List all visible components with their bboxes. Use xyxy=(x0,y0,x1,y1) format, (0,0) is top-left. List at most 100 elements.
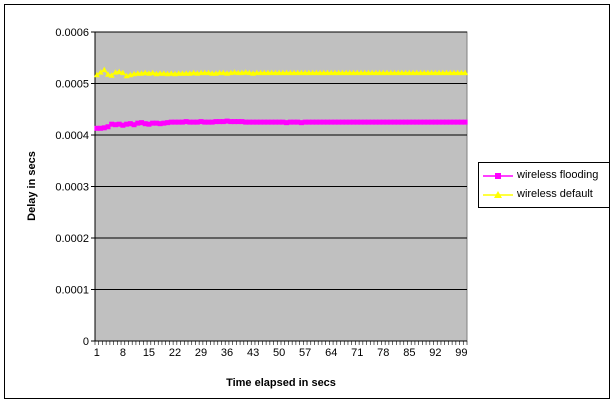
y-tick-label: 0.0001 xyxy=(55,285,89,297)
data-point-wireless-flooding xyxy=(157,121,163,127)
data-point-wireless-flooding xyxy=(343,119,349,125)
data-point-wireless-flooding xyxy=(202,119,208,125)
data-point-wireless-flooding xyxy=(399,119,405,125)
data-point-wireless-flooding xyxy=(168,119,174,125)
data-point-wireless-default xyxy=(160,70,167,76)
data-point-wireless-default xyxy=(220,69,227,76)
data-point-wireless-flooding xyxy=(269,119,275,125)
data-point-wireless-default xyxy=(105,71,112,77)
triangle-marker-icon xyxy=(483,191,513,198)
data-point-wireless-default xyxy=(242,69,249,75)
data-point-wireless-flooding xyxy=(284,120,290,126)
x-tick-label: 36 xyxy=(221,347,233,359)
data-point-wireless-flooding xyxy=(384,119,390,125)
legend-item-wireless-flooding: wireless flooding xyxy=(483,167,609,185)
tick-labels: 0 0.0001 0.0002 0.0003 0.0004 0.0005 0.0006 1 8 1… xyxy=(55,27,467,359)
data-point-wireless-flooding xyxy=(406,119,412,125)
data-point-wireless-flooding xyxy=(205,119,211,125)
data-point-wireless-flooding xyxy=(213,119,219,125)
data-point-wireless-default xyxy=(205,69,212,76)
gridlines xyxy=(95,31,467,290)
data-point-wireless-flooding xyxy=(124,121,130,127)
data-point-wireless-flooding xyxy=(127,121,133,127)
data-point-wireless-flooding xyxy=(246,119,252,125)
data-point-wireless-flooding xyxy=(388,119,394,125)
data-point-wireless-flooding xyxy=(116,121,122,127)
data-point-wireless-flooding xyxy=(112,122,118,128)
x-tick-label: 92 xyxy=(429,347,441,359)
data-point-wireless-flooding xyxy=(139,120,144,126)
data-point-wireless-default xyxy=(101,66,108,73)
data-point-wireless-flooding xyxy=(276,119,282,125)
data-point-wireless-default xyxy=(246,69,253,76)
data-point-wireless-default xyxy=(108,72,115,78)
data-point-wireless-flooding xyxy=(444,119,450,125)
x-tick-label: 43 xyxy=(247,347,259,359)
data-point-wireless-flooding xyxy=(325,119,330,125)
x-tick-label: 8 xyxy=(120,347,126,359)
data-point-wireless-flooding xyxy=(142,121,148,127)
data-point-wireless-default xyxy=(168,70,175,76)
x-tick-label: 22 xyxy=(169,347,181,359)
data-point-wireless-flooding xyxy=(161,120,167,126)
data-point-wireless-flooding xyxy=(187,119,193,125)
data-point-wireless-flooding xyxy=(146,121,152,127)
data-point-wireless-flooding xyxy=(98,125,104,131)
legend-item-wireless-default: wireless default xyxy=(483,186,609,204)
data-point-wireless-flooding xyxy=(176,119,182,125)
data-point-wireless-flooding xyxy=(258,119,264,125)
data-point-wireless-flooding xyxy=(377,119,383,125)
data-point-wireless-flooding xyxy=(165,120,171,126)
data-point-wireless-default xyxy=(116,68,123,75)
x-tick-label: 57 xyxy=(299,347,311,359)
data-point-wireless-flooding xyxy=(369,119,375,125)
data-point-wireless-default xyxy=(93,71,100,78)
data-point-wireless-flooding xyxy=(287,119,293,125)
data-point-wireless-flooding xyxy=(317,119,323,125)
data-point-wireless-default xyxy=(142,69,149,76)
data-point-wireless-flooding xyxy=(217,119,223,125)
data-point-wireless-flooding xyxy=(455,119,461,125)
data-point-wireless-flooding xyxy=(150,120,156,126)
data-point-wireless-flooding xyxy=(250,119,256,125)
data-point-wireless-flooding xyxy=(94,125,100,131)
data-point-wireless-flooding xyxy=(414,119,420,125)
data-point-wireless-flooding xyxy=(380,119,386,125)
data-point-wireless-flooding xyxy=(306,119,312,125)
data-point-wireless-flooding xyxy=(395,119,401,125)
data-point-wireless-flooding xyxy=(280,119,286,125)
data-point-wireless-flooding xyxy=(272,119,278,125)
data-point-wireless-flooding xyxy=(436,119,442,125)
data-point-wireless-flooding xyxy=(224,118,230,124)
x-tick-label: 99 xyxy=(455,347,467,359)
data-point-wireless-flooding xyxy=(451,119,457,125)
data-point-wireless-flooding xyxy=(358,119,364,125)
y-tick-label: 0.0006 xyxy=(55,27,89,39)
y-tick-label: 0.0005 xyxy=(55,79,89,91)
x-tick-label: 85 xyxy=(403,347,415,359)
data-point-wireless-flooding xyxy=(235,119,241,125)
data-point-wireless-flooding xyxy=(172,119,178,125)
data-point-wireless-flooding xyxy=(447,119,453,125)
x-tick-label: 78 xyxy=(377,347,389,359)
data-point-wireless-flooding xyxy=(179,119,185,125)
y-tick-label: 0.0003 xyxy=(55,182,89,194)
data-point-wireless-flooding xyxy=(194,119,200,125)
data-point-wireless-flooding xyxy=(365,119,371,125)
data-point-wireless-default xyxy=(231,69,238,75)
data-point-wireless-flooding xyxy=(228,119,234,125)
data-point-wireless-flooding xyxy=(232,119,237,125)
data-point-wireless-flooding xyxy=(410,119,416,125)
data-point-wireless-flooding xyxy=(421,119,427,125)
x-tick-label: 29 xyxy=(195,347,207,359)
data-point-wireless-flooding xyxy=(328,119,334,125)
data-point-wireless-flooding xyxy=(261,119,267,125)
data-point-wireless-flooding xyxy=(120,122,126,128)
legend: wireless flooding wireless default xyxy=(478,162,610,208)
data-point-wireless-flooding xyxy=(403,119,409,125)
data-point-wireless-flooding xyxy=(418,119,423,125)
data-point-wireless-default xyxy=(97,69,104,75)
data-point-wireless-default xyxy=(119,69,126,76)
data-point-wireless-flooding xyxy=(135,120,141,126)
data-point-wireless-flooding xyxy=(336,119,342,125)
